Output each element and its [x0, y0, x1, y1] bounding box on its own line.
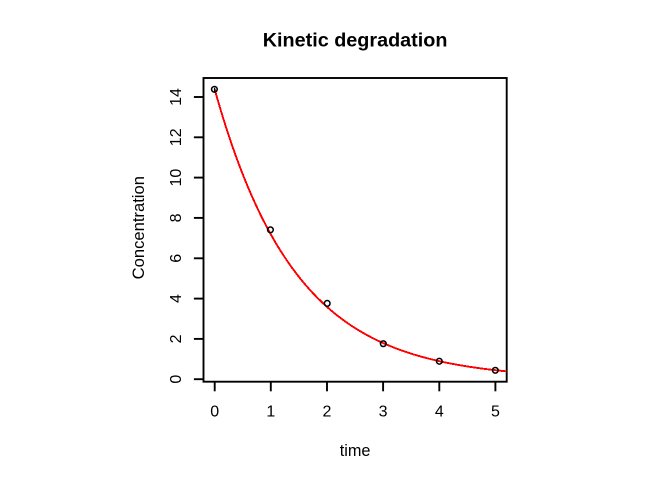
svg-text:2: 2	[168, 334, 185, 343]
svg-text:3: 3	[379, 404, 388, 421]
svg-text:10: 10	[168, 169, 185, 187]
svg-text:4: 4	[168, 294, 185, 303]
svg-text:12: 12	[168, 128, 185, 146]
svg-text:14: 14	[168, 88, 185, 106]
svg-text:0: 0	[210, 404, 219, 421]
svg-text:8: 8	[168, 213, 185, 222]
svg-text:6: 6	[168, 254, 185, 263]
svg-text:0: 0	[168, 375, 185, 384]
svg-text:Kinetic degradation: Kinetic degradation	[263, 30, 448, 52]
svg-text:time: time	[340, 442, 371, 460]
svg-text:5: 5	[491, 404, 500, 421]
svg-text:1: 1	[266, 404, 275, 421]
svg-text:Concentration: Concentration	[129, 176, 148, 279]
svg-text:4: 4	[435, 404, 444, 421]
svg-text:2: 2	[323, 404, 332, 421]
